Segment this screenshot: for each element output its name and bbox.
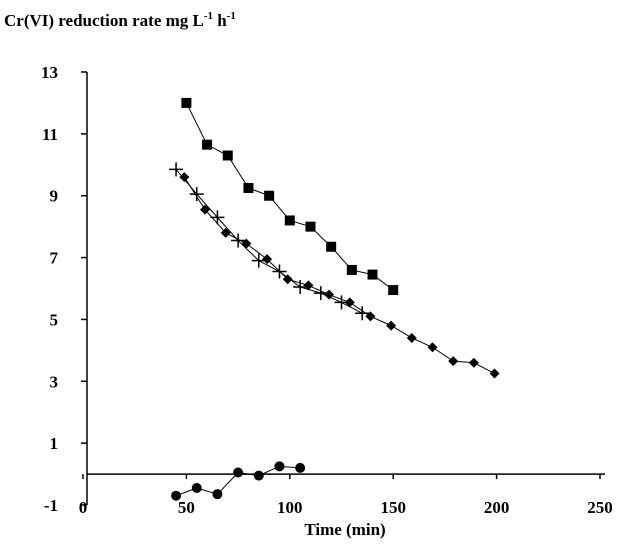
marker (274, 461, 285, 472)
x-tick-label: 0 (79, 498, 88, 517)
marker (233, 467, 244, 478)
series-line (185, 102, 394, 291)
marker (191, 482, 202, 493)
x-tick-label: 200 (484, 498, 510, 517)
label-part: Cr(VI) reduction rate mg L (4, 11, 204, 30)
marker (220, 227, 231, 238)
marker (427, 342, 438, 353)
x-tick-label: 50 (178, 498, 195, 517)
x-tick-label: 150 (380, 498, 406, 517)
marker (406, 332, 417, 343)
marker (448, 356, 459, 367)
marker (324, 289, 335, 300)
marker (200, 204, 211, 215)
marker (468, 357, 479, 368)
marker (272, 264, 287, 279)
marker (212, 489, 223, 500)
superscript: -1 (204, 10, 213, 22)
marker (313, 286, 328, 301)
y-tick-label: 5 (50, 310, 59, 329)
y-tick-label: 11 (42, 125, 58, 144)
marker (179, 172, 190, 183)
y-tick-label: 3 (50, 372, 59, 391)
y-axis-label: Cr(VI) reduction rate mg L-1 h-1 (4, 10, 236, 30)
y-tick-label: -1 (44, 496, 58, 515)
series-line (183, 176, 495, 374)
marker (355, 306, 370, 321)
marker (222, 150, 233, 161)
marker (326, 241, 337, 252)
marker (169, 162, 184, 177)
marker (367, 269, 378, 280)
marker (251, 253, 266, 268)
marker (264, 190, 275, 201)
y-tick-label: 13 (41, 63, 58, 82)
y-tick-label: 9 (50, 187, 59, 206)
marker (293, 279, 308, 294)
marker (284, 215, 295, 226)
marker (386, 320, 397, 331)
marker (262, 254, 273, 265)
marker (189, 187, 204, 202)
marker (282, 274, 293, 285)
x-axis-label: Time (min) (304, 520, 385, 539)
marker (231, 233, 246, 248)
marker (303, 280, 314, 291)
label-part: h (213, 11, 227, 30)
y-tick-label: 7 (50, 249, 59, 268)
marker (305, 221, 316, 232)
marker (334, 295, 349, 310)
marker (346, 264, 357, 275)
superscript: -1 (227, 10, 236, 22)
marker (489, 368, 500, 379)
marker (171, 490, 182, 501)
marker (295, 462, 306, 473)
marker (388, 285, 399, 296)
marker (181, 97, 192, 108)
series-line (175, 169, 363, 314)
marker (253, 470, 264, 481)
marker (210, 210, 225, 225)
y-tick-label: 1 (50, 434, 59, 453)
x-tick-label: 250 (587, 498, 613, 517)
x-tick-label: 100 (277, 498, 303, 517)
marker (202, 139, 213, 150)
marker (243, 182, 254, 193)
